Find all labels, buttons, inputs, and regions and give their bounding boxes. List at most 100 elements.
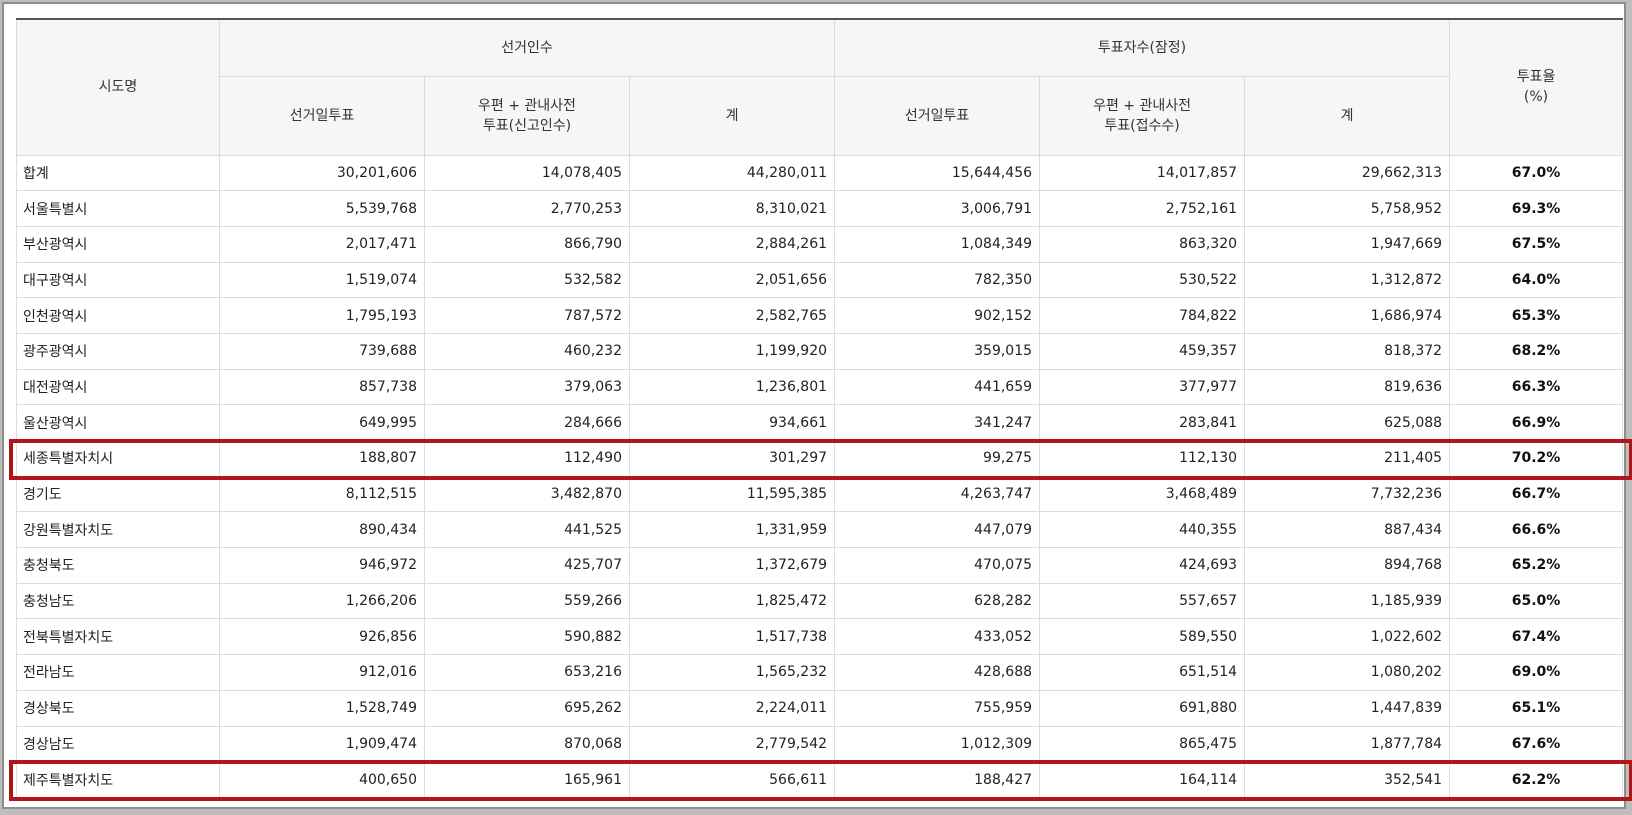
turnout-mail-early-cell: 589,550: [1039, 618, 1246, 656]
electorate-total-cell: 934,661: [628, 404, 836, 441]
turnout-mail-early-cell: 14,017,857: [1039, 154, 1246, 192]
turnout-mail-early-cell: 557,657: [1039, 582, 1246, 620]
electorate-total-cell: 2,224,011: [628, 689, 836, 727]
region-name-cell: 경상남도: [16, 725, 220, 763]
turnout-total-cell: 1,877,784: [1244, 725, 1451, 763]
electorate-total-cell: 1,565,232: [628, 654, 836, 691]
electorate-election-day-cell: 926,856: [219, 618, 425, 656]
electorate-mail-early-cell: 695,262: [424, 689, 630, 727]
turnout-total-cell: 818,372: [1244, 332, 1451, 370]
turnout-mail-early-cell: 2,752,161: [1039, 190, 1246, 227]
turnout-mail-early-cell: 424,693: [1039, 547, 1246, 584]
table-row: 울산광역시 649,995 284,666 934,661 341,247 283,841…: [16, 404, 1624, 441]
table-row: 전북특별자치도 926,856 590,882 1,517,738 433,052 589…: [16, 618, 1624, 656]
header-region: 시도명: [16, 18, 220, 156]
header-electorate-election-day: 선거일투표: [219, 75, 425, 156]
header-rate-line2: (%): [1523, 89, 1549, 106]
turnout-rate-cell: 69.0%: [1449, 654, 1624, 691]
header-turnout-mail-early: 우편 + 관내사전 투표(접수수): [1039, 75, 1246, 156]
region-name-cell: 충청북도: [16, 547, 220, 584]
turnout-rate-cell: 65.2%: [1449, 547, 1624, 584]
turnout-mail-early-cell: 651,514: [1039, 654, 1246, 691]
table-header: 시도명 선거인수 투표자수(잠정) 투표율 (%) 선거일투표 우편 +: [16, 18, 1624, 156]
table-row: 충청남도 1,266,206 559,266 1,825,472 628,282 557,…: [16, 582, 1624, 620]
turnout-total-cell: 1,947,669: [1244, 225, 1451, 263]
electorate-mail-early-cell: 870,068: [424, 725, 630, 763]
region-name-cell: 충청남도: [16, 582, 220, 620]
header-electorate-mail-early: 우편 + 관내사전 투표(신고인수): [424, 75, 630, 156]
header-turnout-total: 계: [1244, 75, 1451, 156]
turnout-rate-cell: 66.3%: [1449, 368, 1624, 406]
turnout-election-day-cell: 1,084,349: [834, 225, 1041, 263]
electorate-mail-early-cell: 379,063: [424, 368, 630, 406]
table-row: 제주특별자치도 400,650 165,961 566,611 188,427 164,1…: [16, 761, 1624, 798]
turnout-election-day-cell: 4,263,747: [834, 475, 1041, 513]
electorate-election-day-cell: 5,539,768: [219, 190, 425, 227]
electorate-election-day-cell: 1,266,206: [219, 582, 425, 620]
turnout-election-day-cell: 433,052: [834, 618, 1041, 656]
turnout-total-cell: 352,541: [1244, 761, 1451, 798]
electorate-election-day-cell: 1,528,749: [219, 689, 425, 727]
region-name-cell: 대구광역시: [16, 261, 220, 299]
turnout-total-cell: 5,758,952: [1244, 190, 1451, 227]
turnout-rate-cell: 66.9%: [1449, 404, 1624, 441]
electorate-mail-early-cell: 866,790: [424, 225, 630, 263]
turnout-total-cell: 1,185,939: [1244, 582, 1451, 620]
electorate-mail-early-cell: 284,666: [424, 404, 630, 441]
turnout-mail-early-cell: 691,880: [1039, 689, 1246, 727]
table-row: 강원특별자치도 890,434 441,525 1,331,959 447,079 440…: [16, 511, 1624, 549]
turnout-rate-cell: 67.0%: [1449, 154, 1624, 192]
electorate-election-day-cell: 1,519,074: [219, 261, 425, 299]
header-rate-line1: 투표율: [1516, 69, 1556, 86]
turnout-total-cell: 211,405: [1244, 440, 1451, 477]
turnout-election-day-cell: 15,644,456: [834, 154, 1041, 192]
turnout-rate-cell: 64.0%: [1449, 261, 1624, 299]
electorate-election-day-cell: 30,201,606: [219, 154, 425, 192]
turnout-total-cell: 887,434: [1244, 511, 1451, 549]
electorate-mail-early-cell: 653,216: [424, 654, 630, 691]
electorate-total-cell: 1,331,959: [628, 511, 836, 549]
header-row-1: 시도명 선거인수 투표자수(잠정) 투표율 (%): [16, 18, 1624, 156]
turnout-total-cell: 625,088: [1244, 404, 1451, 441]
turnout-mail-early-cell: 865,475: [1039, 725, 1246, 763]
region-name-cell: 전북특별자치도: [16, 618, 220, 656]
electorate-election-day-cell: 649,995: [219, 404, 425, 441]
turnout-mail-early-cell: 440,355: [1039, 511, 1246, 549]
region-name-cell: 경상북도: [16, 689, 220, 727]
electorate-mail-early-cell: 3,482,870: [424, 475, 630, 513]
turnout-rate-cell: 66.7%: [1449, 475, 1624, 513]
turnout-table: 시도명 선거인수 투표자수(잠정) 투표율 (%) 선거일투표 우편 +: [16, 18, 1624, 798]
table-row: 세종특별자치시 188,807 112,490 301,297 99,275 112,13…: [16, 440, 1624, 477]
electorate-mail-early-cell: 590,882: [424, 618, 630, 656]
region-name-cell: 강원특별자치도: [16, 511, 220, 549]
table-row: 부산광역시 2,017,471 866,790 2,884,261 1,084,349 8…: [16, 225, 1624, 263]
turnout-total-cell: 1,686,974: [1244, 297, 1451, 334]
header-sub-label: 계: [1340, 107, 1354, 124]
electorate-election-day-cell: 1,795,193: [219, 297, 425, 334]
turnout-election-day-cell: 3,006,791: [834, 190, 1041, 227]
table-row: 충청북도 946,972 425,707 1,372,679 470,075 424,69…: [16, 547, 1624, 584]
turnout-mail-early-cell: 283,841: [1039, 404, 1246, 441]
electorate-election-day-cell: 400,650: [219, 761, 425, 798]
electorate-total-cell: 44,280,011: [628, 154, 836, 192]
electorate-election-day-cell: 2,017,471: [219, 225, 425, 263]
table-row: 인천광역시 1,795,193 787,572 2,582,765 902,152 784…: [16, 297, 1624, 334]
header-electorate-total: 계: [628, 75, 836, 156]
turnout-election-day-cell: 341,247: [834, 404, 1041, 441]
turnout-election-day-cell: 428,688: [834, 654, 1041, 691]
region-name-cell: 전라남도: [16, 654, 220, 691]
electorate-mail-early-cell: 165,961: [424, 761, 630, 798]
region-name-cell: 광주광역시: [16, 332, 220, 370]
turnout-election-day-cell: 902,152: [834, 297, 1041, 334]
header-sub-label: 투표(접수수): [1104, 117, 1180, 134]
electorate-total-cell: 2,051,656: [628, 261, 836, 299]
header-electorate-label: 선거인수: [501, 39, 553, 56]
turnout-rate-cell: 65.0%: [1449, 582, 1624, 620]
electorate-election-day-cell: 890,434: [219, 511, 425, 549]
table-row: 합계 30,201,606 14,078,405 44,280,011 15,644,4…: [16, 154, 1624, 192]
electorate-total-cell: 2,779,542: [628, 725, 836, 763]
header-sub-label: 선거일투표: [904, 107, 970, 124]
header-sub-label: 투표(신고인수): [482, 117, 572, 134]
turnout-mail-early-cell: 377,977: [1039, 368, 1246, 406]
